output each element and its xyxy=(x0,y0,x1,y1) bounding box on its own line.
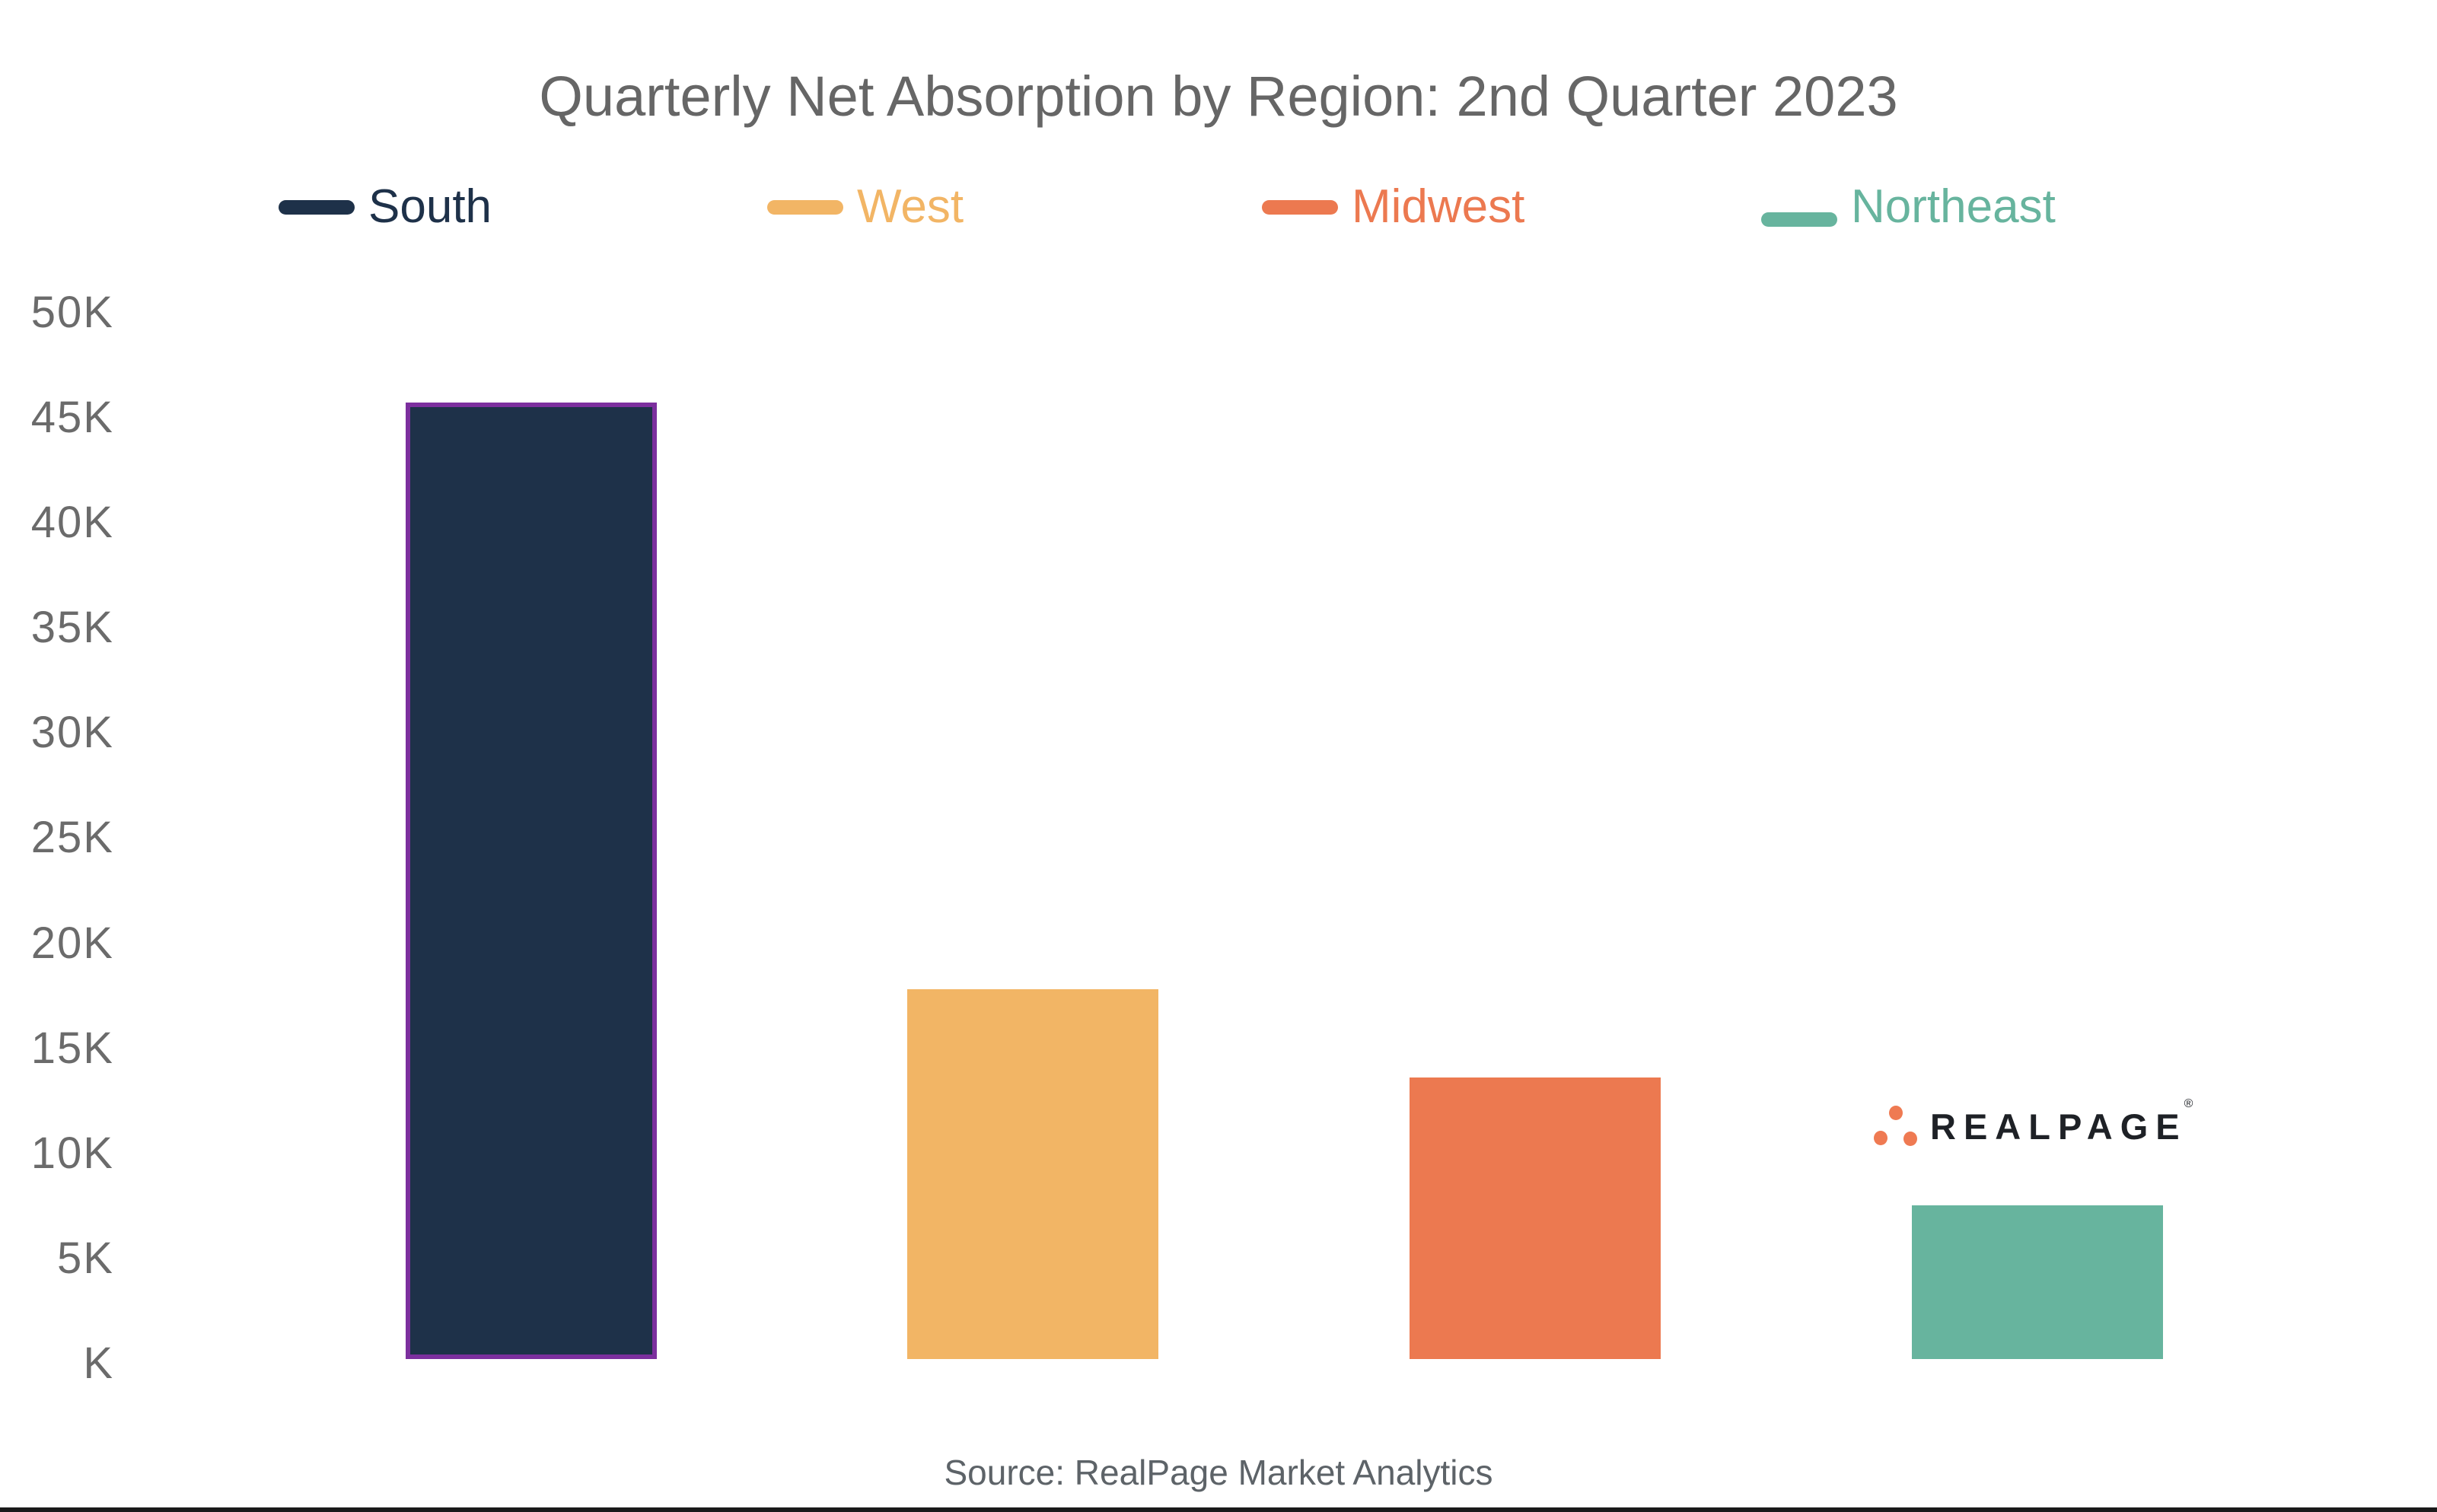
legend-label: Northeast xyxy=(1851,180,2056,233)
legend-item-south[interactable]: South xyxy=(279,177,492,237)
legend-item-midwest[interactable]: Midwest xyxy=(1262,177,1524,237)
bar-west[interactable] xyxy=(907,989,1158,1359)
legend-swatch xyxy=(767,199,843,215)
y-tick-20k: 20K xyxy=(30,918,114,968)
legend-label: West xyxy=(857,180,964,233)
bar-south[interactable] xyxy=(406,403,657,1359)
legend-swatch xyxy=(279,199,355,215)
realpage-dot-icon xyxy=(1874,1131,1887,1145)
y-tick-40k: 40K xyxy=(30,498,114,547)
legend-item-west[interactable]: West xyxy=(767,177,964,237)
bar-midwest[interactable] xyxy=(1410,1077,1661,1359)
legend-item-northeast[interactable]: Northeast xyxy=(1761,177,2056,237)
registered-mark: ® xyxy=(2184,1097,2201,1110)
realpage-dot-icon xyxy=(1903,1132,1917,1146)
y-tick-45k: 45K xyxy=(30,392,114,442)
legend-label: South xyxy=(368,180,492,233)
y-tick-10k: 10K xyxy=(30,1128,114,1178)
chart-title: Quarterly Net Absorption by Region: 2nd … xyxy=(539,65,1898,128)
legend-label: Midwest xyxy=(1352,180,1525,233)
y-tick-35k: 35K xyxy=(30,603,114,653)
realpage-wordmark: REALPAGE xyxy=(1930,1106,2187,1147)
y-tick-k: K xyxy=(83,1339,114,1388)
realpage-dots-icon xyxy=(1874,1106,1919,1147)
legend-swatch xyxy=(1761,212,1837,227)
bar-northeast[interactable] xyxy=(1912,1205,2163,1359)
realpage-logo: REALPAGE® xyxy=(1874,1097,2200,1151)
y-tick-50k: 50K xyxy=(30,287,114,337)
y-tick-25k: 25K xyxy=(30,813,114,863)
y-axis: 50K 45K 40K 35K 30K 25K 20K 15K 10K 5K K xyxy=(0,0,114,1507)
source-caption: Source: RealPage Market Analytics xyxy=(944,1453,1493,1492)
realpage-dot-icon xyxy=(1889,1106,1903,1120)
y-tick-30k: 30K xyxy=(30,708,114,758)
legend-swatch xyxy=(1262,199,1338,215)
y-tick-5k: 5K xyxy=(57,1233,114,1283)
realpage-wordmark-wrap: REALPAGE® xyxy=(1930,1097,2200,1147)
y-tick-15k: 15K xyxy=(30,1023,114,1073)
